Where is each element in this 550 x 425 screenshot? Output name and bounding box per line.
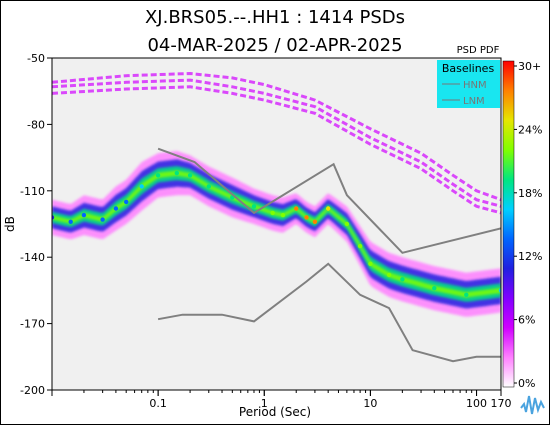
x-tick-label-4: 170 bbox=[491, 397, 512, 410]
pdf-peak-12 bbox=[251, 204, 257, 209]
chart-subtitle: 04-MAR-2025 / 02-APR-2025 bbox=[147, 35, 402, 56]
pdf-peak-7 bbox=[155, 173, 161, 178]
y-tick-label-1: -80 bbox=[27, 118, 45, 131]
waveform-logo-icon bbox=[520, 395, 545, 415]
noise-band-1 bbox=[52, 71, 501, 202]
noise-band-0 bbox=[52, 78, 501, 208]
legend-item-hnm: HNM bbox=[463, 80, 487, 91]
colorbar-tick-label-2: 18% bbox=[518, 187, 542, 200]
pdf-peak-24 bbox=[432, 286, 437, 291]
baseline-lnm bbox=[157, 262, 501, 363]
pdf-peak-2 bbox=[81, 212, 87, 218]
y-tick-label-2: -110 bbox=[20, 185, 45, 198]
x-tick-label-2: 10 bbox=[363, 397, 377, 410]
pdf-peak-13 bbox=[270, 210, 275, 216]
pdf-peak-14 bbox=[280, 212, 286, 218]
noise-bands bbox=[52, 71, 501, 215]
pdf-peak-3 bbox=[100, 217, 105, 222]
x-axis: 0.1 1 10 100 170 bbox=[51, 390, 512, 410]
colorbar-tick-label-0: 30+ bbox=[518, 60, 541, 73]
baseline-hnm bbox=[157, 147, 501, 254]
pdf-peak-26 bbox=[498, 288, 501, 293]
x-tick-label-3: 100 bbox=[466, 397, 487, 410]
colorbar-tick-label-1: 24% bbox=[518, 123, 542, 136]
pdf-peak-15 bbox=[294, 206, 299, 211]
colorbar bbox=[502, 60, 515, 388]
x-tick-label-1: 1 bbox=[261, 397, 268, 410]
colorbar-tick-label-5: 0% bbox=[518, 377, 535, 390]
x-tick-label-0: 0.1 bbox=[149, 397, 167, 410]
pdf-peak-25 bbox=[464, 292, 469, 297]
baselines-legend: Baselines HNM LNM bbox=[437, 60, 500, 108]
chart-title: XJ.BRS05.--.HH1 : 1414 PSDs bbox=[145, 7, 405, 28]
pdf-ridge bbox=[52, 151, 501, 317]
y-tick-label-5: -200 bbox=[20, 384, 45, 397]
pdf-peak-16 bbox=[304, 215, 309, 220]
pdf-peak-20 bbox=[357, 243, 363, 249]
pdf-peak-0 bbox=[52, 215, 55, 220]
pdf-peak-6 bbox=[139, 184, 144, 189]
pdf-peak-1 bbox=[68, 219, 73, 224]
noise-band-2 bbox=[52, 85, 501, 215]
pdf-ridge-inner bbox=[52, 166, 501, 302]
pdf-peak-22 bbox=[386, 272, 392, 278]
pdf-peak-19 bbox=[344, 221, 350, 227]
pdf-peak-17 bbox=[312, 219, 318, 224]
y-tick-label-0: -50 bbox=[27, 52, 45, 65]
pdf-peak-9 bbox=[187, 173, 193, 178]
pdf-peak-10 bbox=[206, 184, 211, 189]
legend-title: Baselines bbox=[442, 62, 495, 75]
colorbar-tick-label-4: 6% bbox=[518, 314, 535, 327]
pdf-peak-18 bbox=[326, 206, 331, 211]
pdf-peak-21 bbox=[368, 261, 373, 266]
y-tick-label-3: -140 bbox=[20, 251, 45, 264]
colorbar-tick-label-3: 12% bbox=[518, 250, 542, 263]
plot-border bbox=[51, 57, 502, 391]
pdf-peak-23 bbox=[400, 277, 405, 282]
pdf-peak-4 bbox=[113, 206, 119, 211]
x-axis-label: Period (Sec) bbox=[239, 405, 311, 419]
y-axis-label: dB bbox=[3, 216, 17, 232]
y-axis: -50 -80 -110 -140 -170 -200 bbox=[20, 52, 52, 397]
pdf-peak-8 bbox=[174, 170, 179, 176]
pdf-peak-5 bbox=[124, 199, 129, 205]
legend-item-lnm: LNM bbox=[463, 96, 485, 107]
y-tick-label-4: -170 bbox=[20, 318, 45, 331]
colorbar-title: PSD PDF bbox=[457, 45, 500, 56]
baseline-curves bbox=[157, 147, 501, 363]
colorbar-ticks: 30+ 24% 18% 12% 6% 0% bbox=[514, 60, 542, 390]
